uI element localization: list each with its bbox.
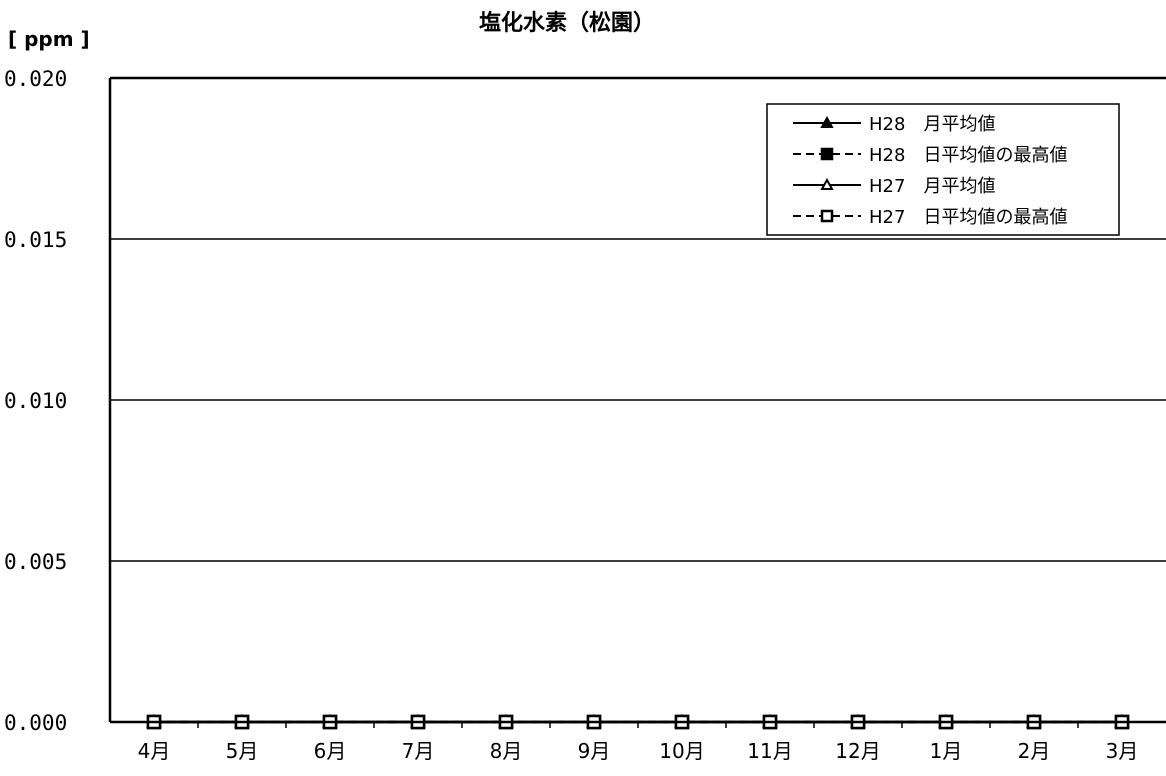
- x-tick-label: 4月: [138, 739, 171, 763]
- y-tick-label: 0.000: [4, 711, 67, 735]
- y-tick-label: 0.010: [4, 389, 67, 413]
- legend-label: H28 日平均値の最高値: [869, 145, 1067, 166]
- data-point: [820, 209, 834, 223]
- x-tick-label: 10月: [659, 739, 704, 763]
- chart-title: 塩化水素（松園）: [479, 10, 655, 36]
- legend-label: H27 月平均値: [869, 176, 995, 197]
- x-tick-label: 6月: [314, 739, 347, 763]
- x-tick-labels: 4月 5月 6月 7月 8月 9月 10月 11月 12月 1月 2月 3月: [138, 739, 1139, 763]
- x-tick-label: 11月: [747, 739, 792, 763]
- y-tick-labels: 0.000 0.005 0.010 0.015 0.020: [4, 67, 67, 735]
- x-tick-label: 2月: [1018, 739, 1051, 763]
- x-tick-label: 1月: [930, 739, 963, 763]
- axes: [108, 76, 1166, 728]
- x-tick-label: 8月: [490, 739, 523, 763]
- y-axis-label: [ ppm ]: [8, 27, 90, 51]
- y-tick-label: 0.020: [4, 67, 67, 91]
- x-tick-label: 7月: [402, 739, 435, 763]
- x-tick-label: 9月: [578, 739, 611, 763]
- y-tick-label: 0.015: [4, 228, 67, 252]
- legend: H28 月平均値 H28 日平均値の最高値 H27 月平均値 H27 日平均値の最高値: [766, 103, 1120, 236]
- x-tick-label: 5月: [226, 739, 259, 763]
- legend-label: H28 月平均値: [869, 114, 995, 135]
- y-tick-label: 0.005: [4, 550, 67, 574]
- legend-label: H27 日平均値の最高値: [869, 207, 1067, 228]
- data-point: [820, 177, 834, 190]
- x-tick-label: 3月: [1106, 739, 1139, 763]
- data-point: [820, 115, 834, 128]
- x-tick-label: 12月: [835, 739, 880, 763]
- grid-lines: [110, 238, 1166, 562]
- data-point: [820, 147, 834, 161]
